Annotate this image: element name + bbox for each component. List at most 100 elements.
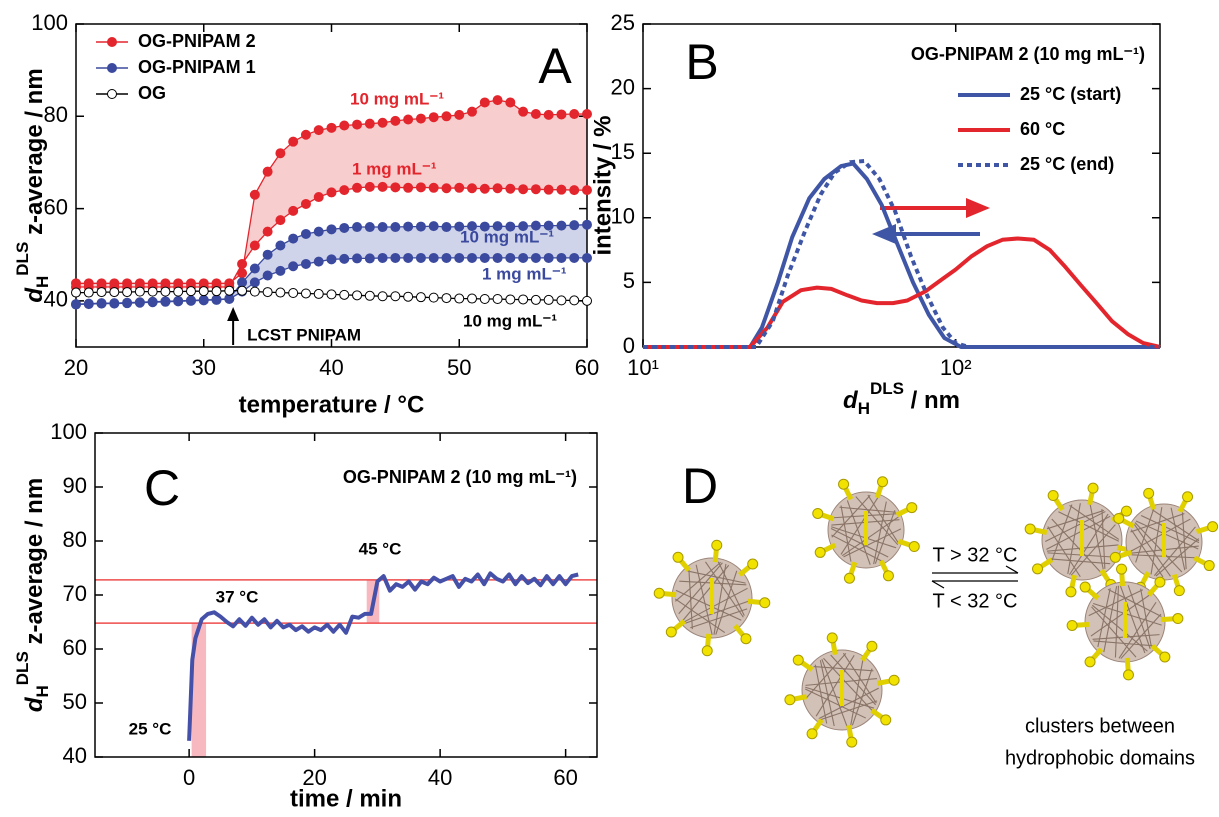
- hydrophobic-head: [1143, 487, 1155, 499]
- hydrophobic-head: [784, 694, 796, 706]
- molecule-chain: [713, 563, 727, 635]
- molecule-chain: [690, 608, 748, 629]
- data-point: [83, 299, 94, 310]
- axis-label-part: d: [21, 287, 48, 303]
- data-point: [543, 109, 554, 120]
- data-point: [415, 113, 426, 124]
- data-point: [352, 222, 363, 233]
- curve-label: 10 mg mL⁻¹: [463, 311, 557, 330]
- data-point: [326, 187, 337, 198]
- hydrophobic-head: [1203, 560, 1215, 572]
- axis-label: intensity / %: [589, 115, 616, 255]
- molecule-chain: [1097, 588, 1111, 647]
- molecule-chain: [851, 668, 873, 726]
- data-point: [454, 293, 465, 304]
- molecule-chain: [830, 528, 889, 558]
- y-tick-label: 60: [44, 194, 68, 219]
- data-point: [147, 297, 158, 308]
- hydrophobic-head: [1065, 586, 1077, 598]
- data-point: [530, 294, 541, 305]
- data-point: [249, 189, 260, 200]
- annotation: 37 °C: [216, 587, 259, 606]
- data-point: [160, 296, 171, 307]
- molecule-chain: [1119, 585, 1146, 654]
- molecule-chain: [1140, 515, 1200, 544]
- hydrophobic-head: [653, 587, 665, 599]
- data-point: [109, 287, 120, 298]
- x-tick-label: 40: [319, 355, 343, 380]
- data-point: [211, 286, 222, 297]
- data-point: [364, 222, 375, 233]
- data-point: [300, 288, 311, 299]
- molecule-chain: [1103, 586, 1118, 653]
- data-point: [224, 285, 235, 296]
- hydrophobic-head: [1109, 551, 1121, 563]
- data-point: [352, 182, 363, 193]
- molecule-chain: [1155, 538, 1200, 577]
- molecule-chain: [695, 564, 713, 635]
- axis-label: dHDLS z-average / nm: [13, 68, 52, 302]
- legend-label: OG-PNIPAM 1: [138, 57, 256, 77]
- x-tick-label: 50: [447, 355, 471, 380]
- data-point: [403, 182, 414, 193]
- molecule-chain: [686, 570, 746, 584]
- molecule-chain: [1130, 518, 1191, 552]
- y-tick-label: 80: [63, 527, 87, 552]
- hydrophobic-head: [888, 674, 900, 686]
- molecule-chain: [867, 494, 899, 544]
- series-line: [643, 159, 1160, 349]
- molecule-chain: [831, 526, 897, 549]
- data-point: [173, 286, 184, 297]
- hydrophobic-head: [1159, 651, 1171, 663]
- data-point: [467, 221, 478, 232]
- y-tick-label: 40: [63, 743, 87, 768]
- data-point: [109, 298, 120, 309]
- data-point: [262, 226, 273, 237]
- molecule-chain: [1153, 526, 1196, 576]
- axis-label-part: / nm: [904, 387, 960, 414]
- data-point: [505, 221, 516, 232]
- data-point: [71, 287, 81, 298]
- data-point: [428, 182, 439, 193]
- molecule-chain: [1120, 613, 1162, 659]
- data-point: [96, 287, 107, 298]
- molecule-chain: [1051, 504, 1073, 562]
- molecule-chain: [831, 494, 871, 538]
- caption: hydrophobic domains: [1005, 747, 1195, 769]
- curve-label: 10 mg mL⁻¹: [350, 89, 444, 108]
- molecule-chain: [874, 510, 896, 564]
- data-point: [530, 184, 541, 195]
- molecule: [1024, 482, 1140, 598]
- molecule-chain: [1069, 504, 1120, 540]
- data-point: [339, 222, 350, 233]
- data-point: [582, 219, 592, 230]
- axis-label: temperature / °C: [239, 391, 425, 418]
- panel-b-arrows: [872, 198, 990, 244]
- y-tick-label: 20: [611, 74, 635, 99]
- data-point: [390, 182, 401, 193]
- data-point: [275, 265, 286, 276]
- data-point: [505, 183, 516, 194]
- data-point: [237, 285, 248, 296]
- hydrophobic-head: [882, 570, 894, 582]
- hydrophobic-head: [711, 539, 723, 551]
- x-tick-label: 10²: [940, 355, 972, 380]
- shaded-band: [76, 224, 587, 305]
- data-point: [479, 294, 490, 305]
- data-point: [428, 292, 439, 303]
- molecule-chain: [818, 687, 880, 720]
- axis-label-part: d: [843, 387, 859, 414]
- data-point: [454, 252, 465, 263]
- data-point: [262, 249, 273, 260]
- y-tick-label: 80: [44, 102, 68, 127]
- molecule-chain: [823, 657, 873, 712]
- data-point: [492, 294, 503, 305]
- data-point: [275, 287, 286, 298]
- molecule-chain: [813, 665, 874, 672]
- curve-label: 10 mg mL⁻¹: [460, 227, 554, 246]
- molecule-chain: [846, 500, 871, 565]
- x-tick-label: 20: [64, 355, 88, 380]
- chart-title: OG-PNIPAM 2 (10 mg mL⁻¹): [911, 44, 1145, 64]
- caption: clusters between: [1025, 715, 1175, 737]
- data-point: [313, 288, 324, 299]
